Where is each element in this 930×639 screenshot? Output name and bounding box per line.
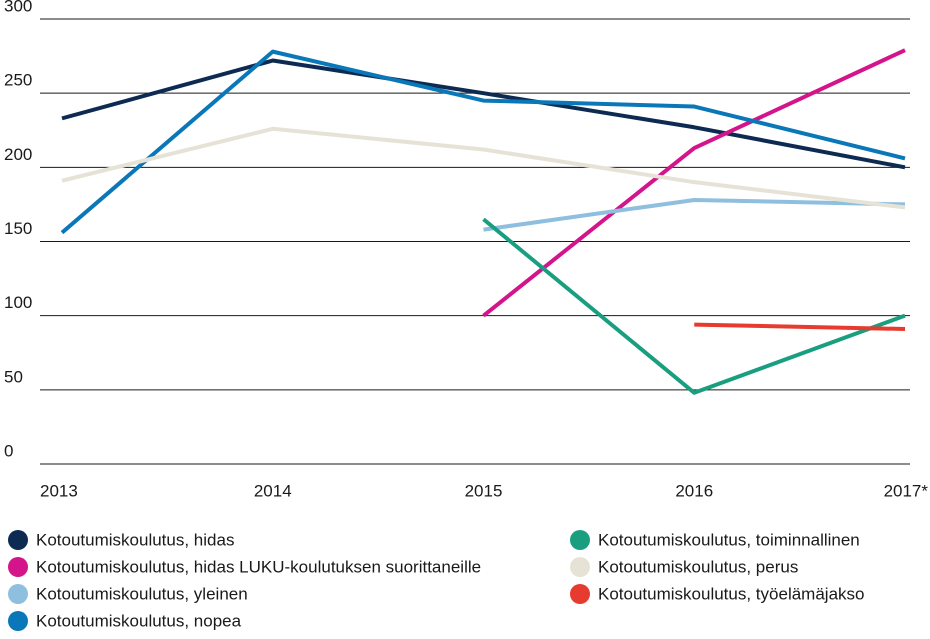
legend-swatch <box>8 584 28 604</box>
y-tick-label: 150 <box>4 219 32 238</box>
x-tick-label: 2016 <box>675 481 713 500</box>
legend-swatch <box>8 557 28 577</box>
x-tick-label: 2013 <box>40 481 78 500</box>
y-tick-label: 250 <box>4 71 32 90</box>
y-tick-label: 50 <box>4 367 23 386</box>
legend-label: Kotoutumiskoulutus, työelämäjakso <box>598 584 864 603</box>
y-tick-label: 300 <box>4 0 32 15</box>
legend-swatch <box>570 530 590 550</box>
legend-swatch <box>570 557 590 577</box>
series-line <box>61 58 906 170</box>
legend-label: Kotoutumiskoulutus, yleinen <box>36 584 248 603</box>
y-tick-label: 200 <box>4 145 32 164</box>
legend-label: Kotoutumiskoulutus, perus <box>598 557 798 576</box>
y-tick-label: 0 <box>4 441 13 460</box>
series-line <box>60 49 906 235</box>
legend-label: Kotoutumiskoulutus, hidas <box>36 530 234 549</box>
legend-label: Kotoutumiskoulutus, toiminnallinen <box>598 530 860 549</box>
x-tick-label: 2015 <box>465 481 503 500</box>
legend-swatch <box>8 611 28 631</box>
series-line <box>482 217 906 395</box>
series-line <box>694 322 906 332</box>
x-tick-label: 2017* <box>884 481 929 500</box>
series-line <box>483 197 906 232</box>
series-line <box>482 48 906 318</box>
legend-label: Kotoutumiskoulutus, hidas LUKU-koulutuks… <box>36 557 481 576</box>
legend-swatch <box>570 584 590 604</box>
y-tick-label: 100 <box>4 293 32 312</box>
series-line <box>61 126 906 210</box>
legend-swatch <box>8 530 28 550</box>
x-tick-label: 2014 <box>254 481 292 500</box>
legend-label: Kotoutumiskoulutus, nopea <box>36 611 242 630</box>
